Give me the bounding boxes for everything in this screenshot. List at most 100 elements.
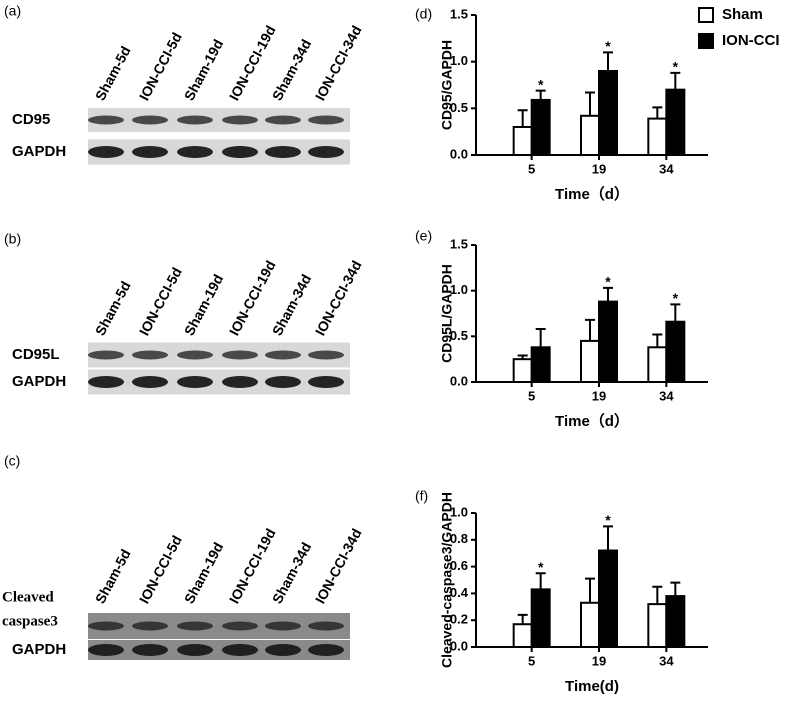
blot-band bbox=[177, 621, 213, 631]
bar bbox=[665, 88, 686, 156]
error-bar bbox=[603, 525, 613, 551]
blot-band bbox=[177, 350, 213, 360]
y-tick-label: 0.4 bbox=[450, 585, 469, 600]
blot-band bbox=[177, 376, 213, 388]
panel-label: (f) bbox=[415, 488, 428, 504]
bar bbox=[598, 70, 618, 156]
error-bar bbox=[652, 106, 663, 119]
blot-band bbox=[132, 146, 168, 158]
blot-band bbox=[132, 115, 168, 125]
blot-strip bbox=[88, 139, 350, 165]
panel-label: (d) bbox=[415, 6, 432, 22]
blot-band bbox=[88, 644, 124, 656]
panel-label: (b) bbox=[4, 231, 21, 247]
x-axis-label: Time（d） bbox=[555, 412, 629, 430]
y-tick-label: 0.0 bbox=[450, 638, 468, 653]
blot-band bbox=[308, 621, 344, 631]
bar bbox=[647, 346, 668, 383]
significance-mark: * bbox=[605, 512, 611, 528]
lane-label: Sham-5d bbox=[92, 278, 134, 338]
bar bbox=[512, 623, 533, 648]
bar bbox=[580, 339, 600, 383]
bar bbox=[530, 588, 551, 649]
blot-band bbox=[265, 621, 301, 631]
lane-label: Sham-19d bbox=[181, 272, 227, 339]
x-tick-label: 34 bbox=[659, 653, 674, 668]
blot-band bbox=[222, 115, 258, 125]
y-tick-label: 0.2 bbox=[450, 612, 468, 627]
row-label: CD95 bbox=[12, 111, 50, 128]
x-tick-label: 5 bbox=[528, 653, 535, 668]
error-bar bbox=[585, 91, 595, 116]
row-label: CD95L bbox=[12, 346, 60, 363]
blot-band bbox=[177, 115, 213, 125]
blot-strip bbox=[88, 613, 350, 639]
blot-band bbox=[308, 376, 344, 388]
blot-band bbox=[265, 376, 301, 388]
y-axis-label: Cleaved-caspase3/GAPDH bbox=[439, 492, 455, 668]
lane-label: Sham-34d bbox=[269, 540, 315, 607]
error-bar bbox=[535, 572, 546, 590]
bar bbox=[530, 98, 551, 156]
blot-band bbox=[265, 146, 301, 158]
y-tick-label: 1.0 bbox=[450, 282, 468, 297]
panel-label: (a) bbox=[4, 3, 21, 19]
blot-band bbox=[308, 350, 344, 360]
error-bar bbox=[517, 354, 528, 360]
blot-band bbox=[132, 644, 168, 656]
bar bbox=[665, 320, 686, 383]
blot-strip bbox=[88, 369, 350, 395]
blot-band bbox=[88, 621, 124, 631]
blot-band bbox=[265, 644, 301, 656]
error-bar bbox=[603, 286, 613, 302]
blot-band bbox=[88, 350, 124, 360]
x-tick-label: 19 bbox=[592, 161, 606, 176]
significance-mark: * bbox=[673, 290, 679, 306]
error-bar bbox=[535, 89, 546, 100]
y-axis-label: CD95L/GAPDH bbox=[439, 264, 455, 363]
blot-band bbox=[177, 644, 213, 656]
y-tick-label: 0.5 bbox=[450, 328, 468, 343]
lane-label: Sham-34d bbox=[269, 37, 315, 104]
x-tick-label: 5 bbox=[528, 388, 535, 403]
lane-label: Sham-19d bbox=[181, 540, 227, 607]
bar bbox=[512, 358, 533, 383]
lane-label: ION-CCI-34d bbox=[312, 23, 365, 103]
blot-band bbox=[308, 644, 344, 656]
blot-band bbox=[222, 350, 258, 360]
blot-band bbox=[88, 376, 124, 388]
error-bar bbox=[585, 577, 595, 603]
lane-label: Sham-34d bbox=[269, 272, 315, 339]
lane-label: ION-CCI-34d bbox=[312, 526, 365, 606]
x-axis-label: Time(d) bbox=[565, 678, 619, 695]
error-bar bbox=[603, 51, 613, 71]
y-axis-label: CD95/GAPDH bbox=[439, 40, 455, 130]
error-bar bbox=[670, 71, 681, 90]
y-tick-label: 0.0 bbox=[450, 373, 468, 388]
bar bbox=[647, 117, 668, 156]
y-tick-label: 0.5 bbox=[450, 100, 468, 115]
blot-band bbox=[88, 146, 124, 158]
lane-label: ION-CCI-5d bbox=[136, 265, 185, 338]
bar bbox=[598, 300, 618, 384]
x-tick-label: 34 bbox=[659, 161, 674, 176]
y-tick-label: 0.8 bbox=[450, 531, 468, 546]
significance-mark: * bbox=[538, 76, 544, 92]
blot-band bbox=[222, 376, 258, 388]
legend-swatch bbox=[698, 7, 714, 23]
blot-band bbox=[222, 146, 258, 158]
x-tick-label: 34 bbox=[659, 388, 674, 403]
error-bar bbox=[517, 109, 528, 127]
blot-band bbox=[222, 644, 258, 656]
lane-label: Sham-19d bbox=[181, 37, 227, 104]
error-bar bbox=[585, 318, 595, 341]
row-label: Cleaved bbox=[2, 589, 54, 605]
blot-band bbox=[88, 115, 124, 125]
bar bbox=[580, 114, 600, 157]
blot-band bbox=[265, 350, 301, 360]
legend-label: ION-CCI bbox=[722, 32, 780, 49]
blot-band bbox=[132, 350, 168, 360]
bar bbox=[647, 603, 668, 648]
bar bbox=[665, 595, 686, 649]
